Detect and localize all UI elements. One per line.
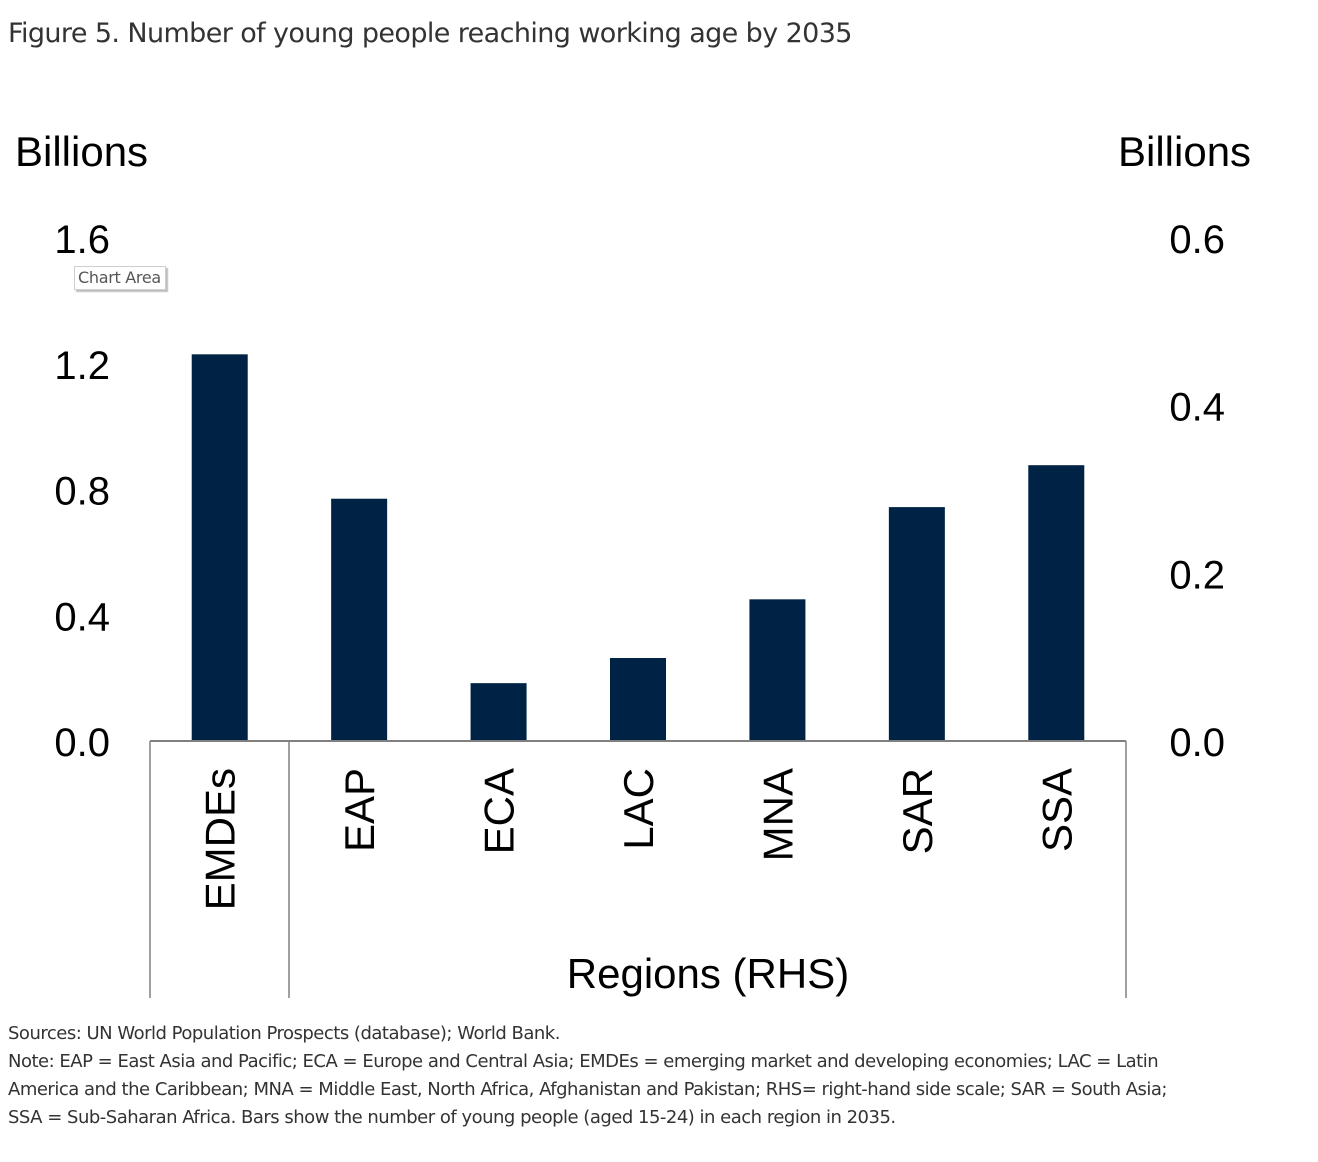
chart-area-tooltip: Chart Area xyxy=(74,266,166,290)
left-tick-label: 1.6 xyxy=(54,218,110,262)
category-label-emdes: EMDEs xyxy=(197,768,244,910)
right-tick-label: 0.4 xyxy=(1169,386,1225,430)
bar-sar[interactable] xyxy=(888,507,945,741)
category-labels: EMDEs EAP ECA LAC MNA SAR SSA xyxy=(197,768,1081,910)
category-label-sar: SAR xyxy=(894,768,941,854)
category-label-mna: MNA xyxy=(754,768,801,861)
bars xyxy=(191,354,1085,741)
note-line-2: America and the Caribbean; MNA = Middle … xyxy=(8,1079,1167,1100)
bar-eap[interactable] xyxy=(331,498,388,741)
left-tick-label: 0.8 xyxy=(54,470,110,514)
right-tick-label: 0.0 xyxy=(1169,721,1225,765)
bar-eca[interactable] xyxy=(470,683,527,741)
category-label-ssa: SSA xyxy=(1033,768,1080,852)
bar-chart[interactable]: Billions Billions 0.0 0.4 0.8 1.2 1.6 0.0 0.2… xyxy=(0,0,1318,1010)
category-label-eca: ECA xyxy=(476,768,523,854)
left-tick-label: 1.2 xyxy=(54,344,110,388)
figure-title: Figure 5. Number of young people reachin… xyxy=(8,18,852,49)
left-axis-label: Billions xyxy=(15,128,148,175)
figure-notes: Sources: UN World Population Prospects (… xyxy=(8,1020,1308,1132)
left-tick-label: 0.0 xyxy=(54,721,110,765)
right-tick-label: 0.6 xyxy=(1169,218,1225,262)
bar-lac[interactable] xyxy=(610,658,666,741)
category-axis-frame xyxy=(149,740,1127,998)
right-axis-label: Billions xyxy=(1118,128,1251,175)
bar-emdes[interactable] xyxy=(191,354,248,741)
bar-ssa[interactable] xyxy=(1028,465,1085,741)
right-tick-label: 0.2 xyxy=(1169,553,1225,597)
note-line-3: SSA = Sub-Saharan Africa. Bars show the … xyxy=(8,1107,896,1128)
sources-text: Sources: UN World Population Prospects (… xyxy=(8,1023,560,1044)
group-label-regions: Regions (RHS) xyxy=(567,950,849,997)
category-label-lac: LAC xyxy=(615,768,662,850)
bar-mna[interactable] xyxy=(749,599,806,741)
note-line-1: Note: EAP = East Asia and Pacific; ECA =… xyxy=(8,1051,1159,1072)
left-tick-label: 0.4 xyxy=(54,595,110,639)
left-axis-ticks: 0.0 0.4 0.8 1.2 1.6 xyxy=(54,218,110,765)
category-label-eap: EAP xyxy=(336,768,383,852)
right-axis-ticks: 0.0 0.2 0.4 0.6 xyxy=(1169,218,1225,765)
